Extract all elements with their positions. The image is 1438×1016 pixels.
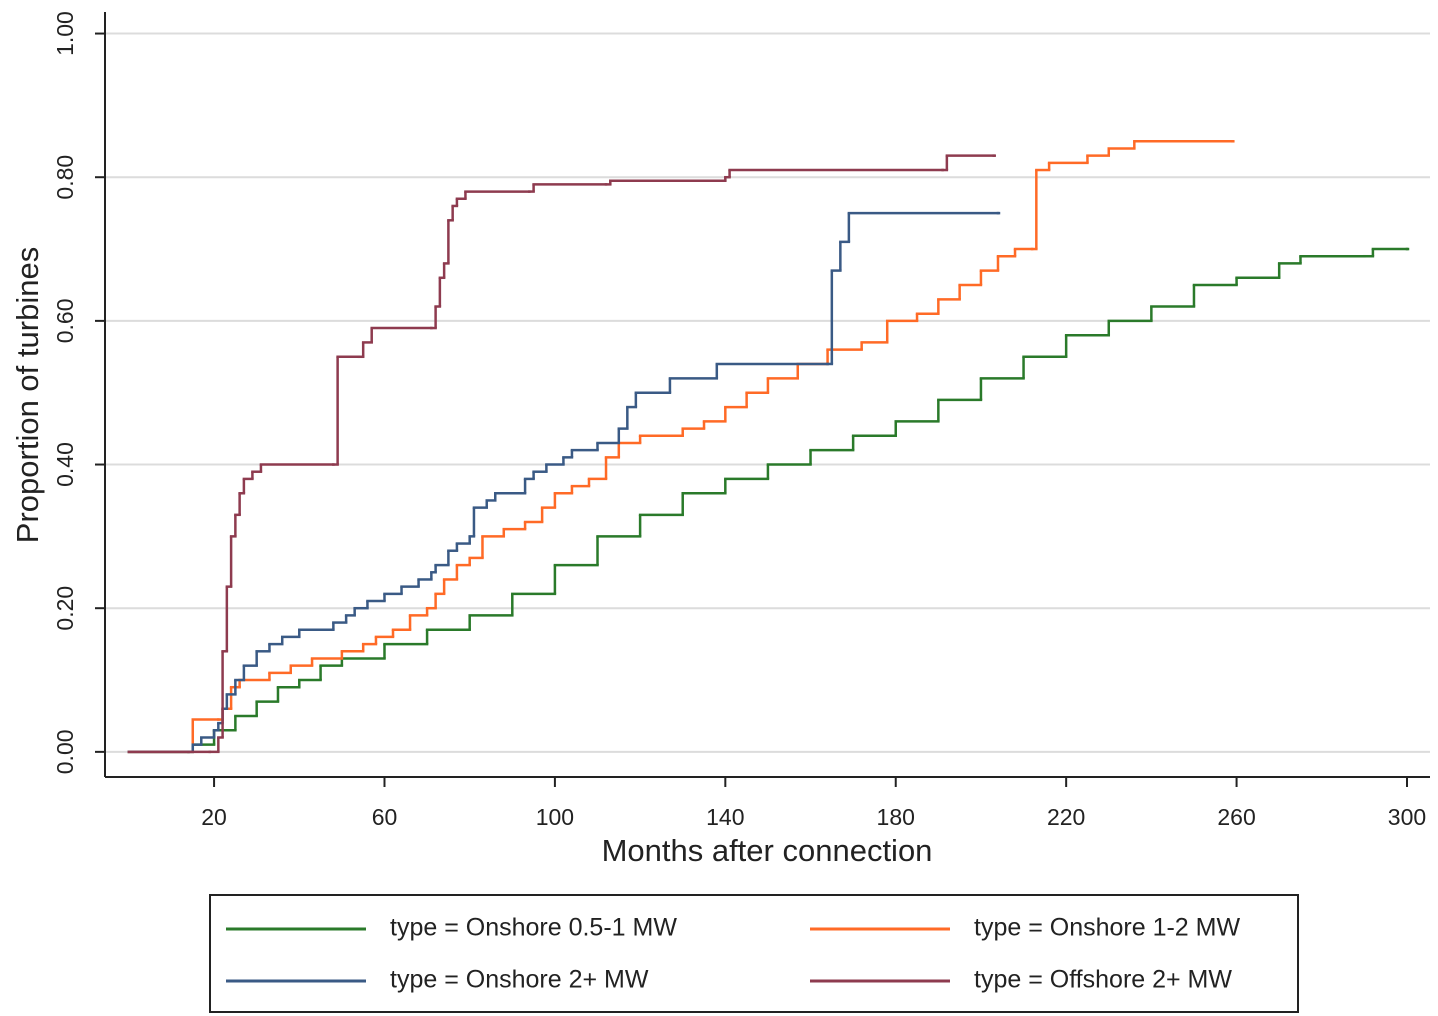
step-riser [191, 141, 1136, 752]
y-tick-label: 0.00 [52, 729, 78, 774]
series [127, 154, 996, 754]
legend-label: type = Onshore 0.5-1 MW [390, 914, 677, 942]
y-tick-label: 0.60 [52, 298, 78, 343]
y-tick-label: 1.00 [52, 11, 78, 56]
legend-box [209, 894, 1299, 1013]
x-tick-label: 100 [536, 804, 574, 830]
x-tick-label: 180 [877, 804, 915, 830]
x-tick-label: 20 [201, 804, 227, 830]
x-tick-label: 260 [1217, 804, 1255, 830]
x-axis-title: Months after connection [602, 833, 933, 868]
legend-label: type = Offshore 2+ MW [974, 966, 1232, 994]
x-tick-label: 300 [1388, 804, 1426, 830]
y-axis-title: Proportion of turbines [10, 247, 45, 543]
x-tick-label: 60 [372, 804, 398, 830]
y-tick-label: 0.80 [52, 155, 78, 200]
legend-label: type = Onshore 2+ MW [390, 966, 649, 994]
legend-label: type = Onshore 1-2 MW [974, 914, 1240, 942]
y-tick-label: 0.20 [52, 586, 78, 631]
x-tick-label: 220 [1047, 804, 1085, 830]
step-riser [191, 249, 1375, 752]
x-tick-label: 140 [706, 804, 744, 830]
series [127, 247, 1410, 754]
y-tick-label: 0.40 [52, 442, 78, 487]
